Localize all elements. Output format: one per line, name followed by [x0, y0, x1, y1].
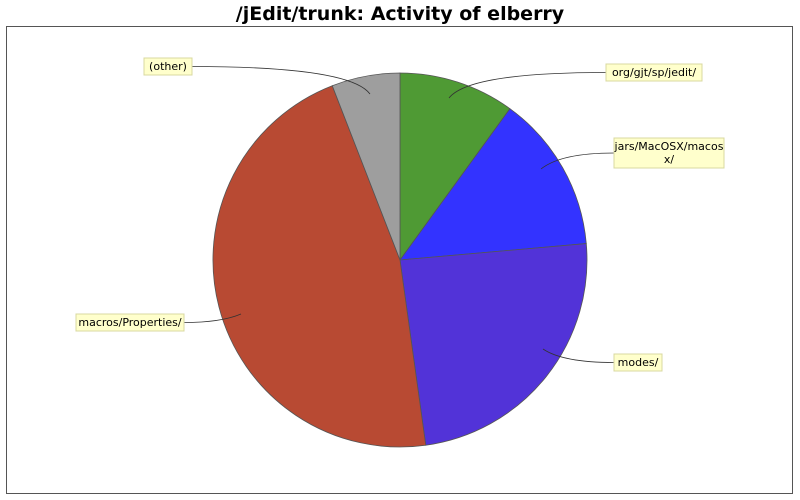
slice-label: (other) — [149, 60, 187, 73]
slice-label-box — [613, 353, 663, 372]
slice-leader-line — [542, 348, 615, 363]
pie-slice-modes — [399, 243, 588, 446]
pie-slice-macros-properties — [212, 85, 427, 448]
slice-label: jars/MacOSX/macos — [614, 140, 724, 153]
pie-slice-jars-macosx-macos-x — [399, 108, 587, 261]
slice-label: modes/ — [618, 356, 659, 369]
slice-leader-line — [448, 72, 607, 99]
chart-title: /jEdit/trunk: Activity of elberry — [235, 3, 565, 25]
pie-slice-org-gjt-sp-jedit — [399, 72, 511, 262]
slice-label-box — [75, 313, 185, 332]
slice-leader-line — [191, 66, 371, 95]
slice-label-box — [605, 63, 703, 82]
slice-label-box — [143, 57, 193, 76]
slice-leader-line — [183, 313, 242, 323]
slice-leader-line — [540, 152, 615, 170]
slice-label-box — [613, 137, 725, 169]
slice-label: macros/Properties/ — [78, 316, 182, 329]
slice-label: x/ — [664, 153, 675, 166]
pie-slice-other — [331, 72, 401, 261]
slice-label: org/gjt/sp/jedit/ — [612, 66, 696, 79]
